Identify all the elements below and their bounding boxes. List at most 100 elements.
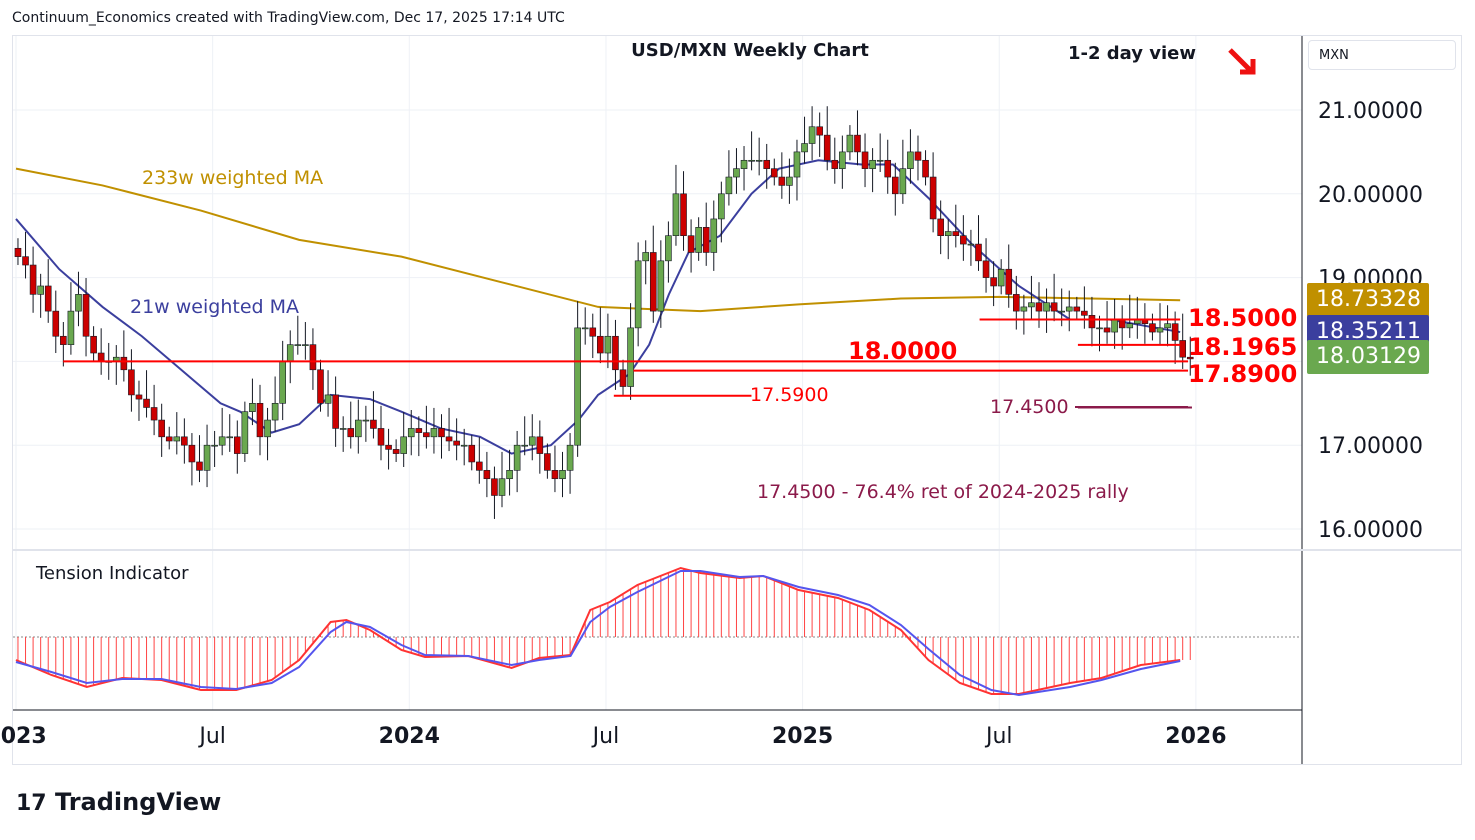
candle-body [249, 402, 256, 412]
candle-body [997, 268, 1005, 287]
candle-body [801, 143, 808, 153]
candle-body [1035, 302, 1043, 312]
candle-body [241, 411, 249, 454]
candle-body [695, 227, 702, 253]
candle-body [460, 444, 468, 447]
candle-body [1111, 319, 1118, 333]
candle-body [861, 151, 869, 169]
candle-body [1149, 323, 1156, 333]
tension-fast-line [15, 566, 1181, 695]
currency-box[interactable]: MXN [1308, 40, 1456, 70]
candle-body [544, 453, 551, 471]
candle-body [597, 335, 604, 354]
candle-body [317, 369, 324, 404]
candle-body [294, 344, 302, 346]
candle-body [60, 335, 67, 345]
candle-body [1088, 315, 1096, 329]
candle-body [158, 419, 165, 438]
chart-frame[interactable] [12, 35, 1462, 765]
candle-body [793, 151, 801, 178]
level-label: 18.5000 [1188, 304, 1297, 332]
candle-body [967, 243, 975, 246]
candle-body [370, 419, 377, 429]
candle-body [1171, 323, 1179, 341]
candle-body [211, 444, 218, 447]
y-tick-label: 20.00000 [1318, 183, 1423, 208]
candle-body [816, 126, 823, 136]
candle-body [559, 470, 566, 480]
candle-body [884, 159, 892, 178]
candle-body [952, 231, 960, 236]
y-tick-label: 21.00000 [1318, 99, 1423, 124]
candle-body [445, 436, 453, 442]
candle-body [589, 327, 597, 337]
candle-body [786, 176, 793, 186]
candle-body [52, 310, 60, 337]
candle-body [929, 176, 937, 220]
candle-body [566, 444, 574, 471]
candle-body [188, 444, 196, 463]
candle-body [990, 277, 997, 287]
candle-body [196, 461, 203, 471]
candle-body [687, 235, 695, 253]
candle-body [1164, 323, 1171, 329]
candle-body [483, 470, 491, 480]
candle-body [415, 428, 423, 433]
candle-body [1065, 306, 1073, 312]
candle-body [634, 260, 642, 329]
candle-body [649, 252, 657, 312]
candle-body [854, 134, 861, 153]
candle-body [1126, 323, 1134, 329]
candle-body [332, 394, 339, 429]
candle-body [1058, 310, 1065, 313]
candle-body [846, 134, 854, 153]
candle-body [574, 327, 581, 446]
candle-body [1020, 306, 1028, 312]
level-label: 18.0000 [848, 337, 957, 365]
candle-body [982, 260, 990, 278]
candle-body [960, 235, 967, 245]
candle-body [770, 168, 778, 178]
price-label: 18.03129 [1307, 339, 1429, 374]
y-tick-label: 17.00000 [1318, 434, 1423, 459]
ma21-label: 21w weighted MA [130, 296, 299, 318]
candle-body [120, 356, 128, 371]
candle-body [476, 461, 483, 471]
candle-body [264, 419, 271, 438]
candle-body [733, 168, 740, 178]
candle-body [1050, 302, 1058, 312]
candle-body [513, 444, 521, 471]
candle-body [203, 444, 211, 471]
candle-body [44, 285, 52, 312]
candle-body [763, 159, 771, 169]
candle-body [665, 235, 672, 262]
candle-body [491, 478, 498, 496]
candle-body [128, 369, 135, 396]
candle-body [423, 432, 430, 438]
candle-body [226, 436, 234, 439]
candle-body [279, 361, 286, 404]
tradingview-logo[interactable]: 17 TradingView [16, 788, 222, 816]
candle-body [604, 335, 612, 354]
candle-body [438, 428, 445, 438]
candle-body [1156, 327, 1164, 333]
candle-body [1096, 327, 1103, 330]
tv-icon: 17 [16, 791, 47, 816]
candle-body [271, 402, 279, 421]
candle-body [528, 436, 536, 446]
candle-body [256, 402, 264, 438]
candle-body [831, 159, 839, 169]
candle-body [1103, 327, 1111, 333]
candle-body [67, 310, 75, 345]
x-tick-label: Jul [591, 724, 620, 749]
candle-body [672, 193, 680, 237]
y-tick-label: 16.00000 [1318, 518, 1423, 543]
candle-body [75, 294, 82, 312]
candle-body [725, 176, 733, 195]
candle-body [1179, 340, 1186, 358]
x-tick-label: Jul [197, 724, 226, 749]
candle-body [710, 218, 718, 253]
candle-body [755, 159, 763, 162]
candle-body [324, 394, 332, 404]
